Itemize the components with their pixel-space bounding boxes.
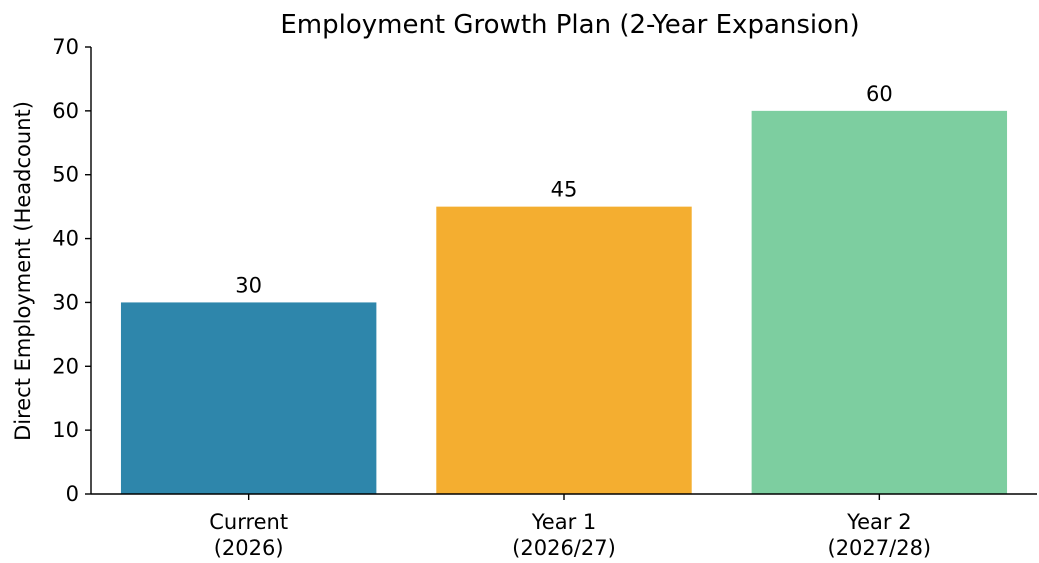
bar-value-label: 30 [235,273,262,297]
y-tick-label: 0 [66,482,79,506]
y-tick-label: 50 [52,163,79,187]
y-tick-label: 60 [52,99,79,123]
x-tick-label: Year 2 (2027/28) [828,510,932,560]
x-tick-label: Current (2026) [209,510,288,560]
bar-value-label: 45 [551,178,578,202]
chart-title: Employment Growth Plan (2-Year Expansion… [280,10,859,40]
bar-value-label: 60 [866,82,893,106]
bar [751,110,1008,494]
y-tick-label: 10 [52,418,79,442]
bar [436,206,692,494]
y-axis-ticks: 0 10 20 30 40 50 60 70 [52,35,91,506]
y-tick-label: 30 [52,290,79,314]
y-tick-label: 70 [52,35,79,59]
y-axis-label: Direct Employment (Headcount) [11,101,35,441]
x-axis-ticks: Current (2026) Year 1 (2026/27) Year 2 (2027/… [209,494,931,560]
bar [120,302,377,494]
y-tick-label: 20 [52,354,79,378]
value-labels: 30 45 60 [235,82,892,298]
bars [120,110,1008,494]
y-tick-label: 40 [52,227,79,251]
x-tick-label: Year 1 (2026/27) [512,510,616,560]
